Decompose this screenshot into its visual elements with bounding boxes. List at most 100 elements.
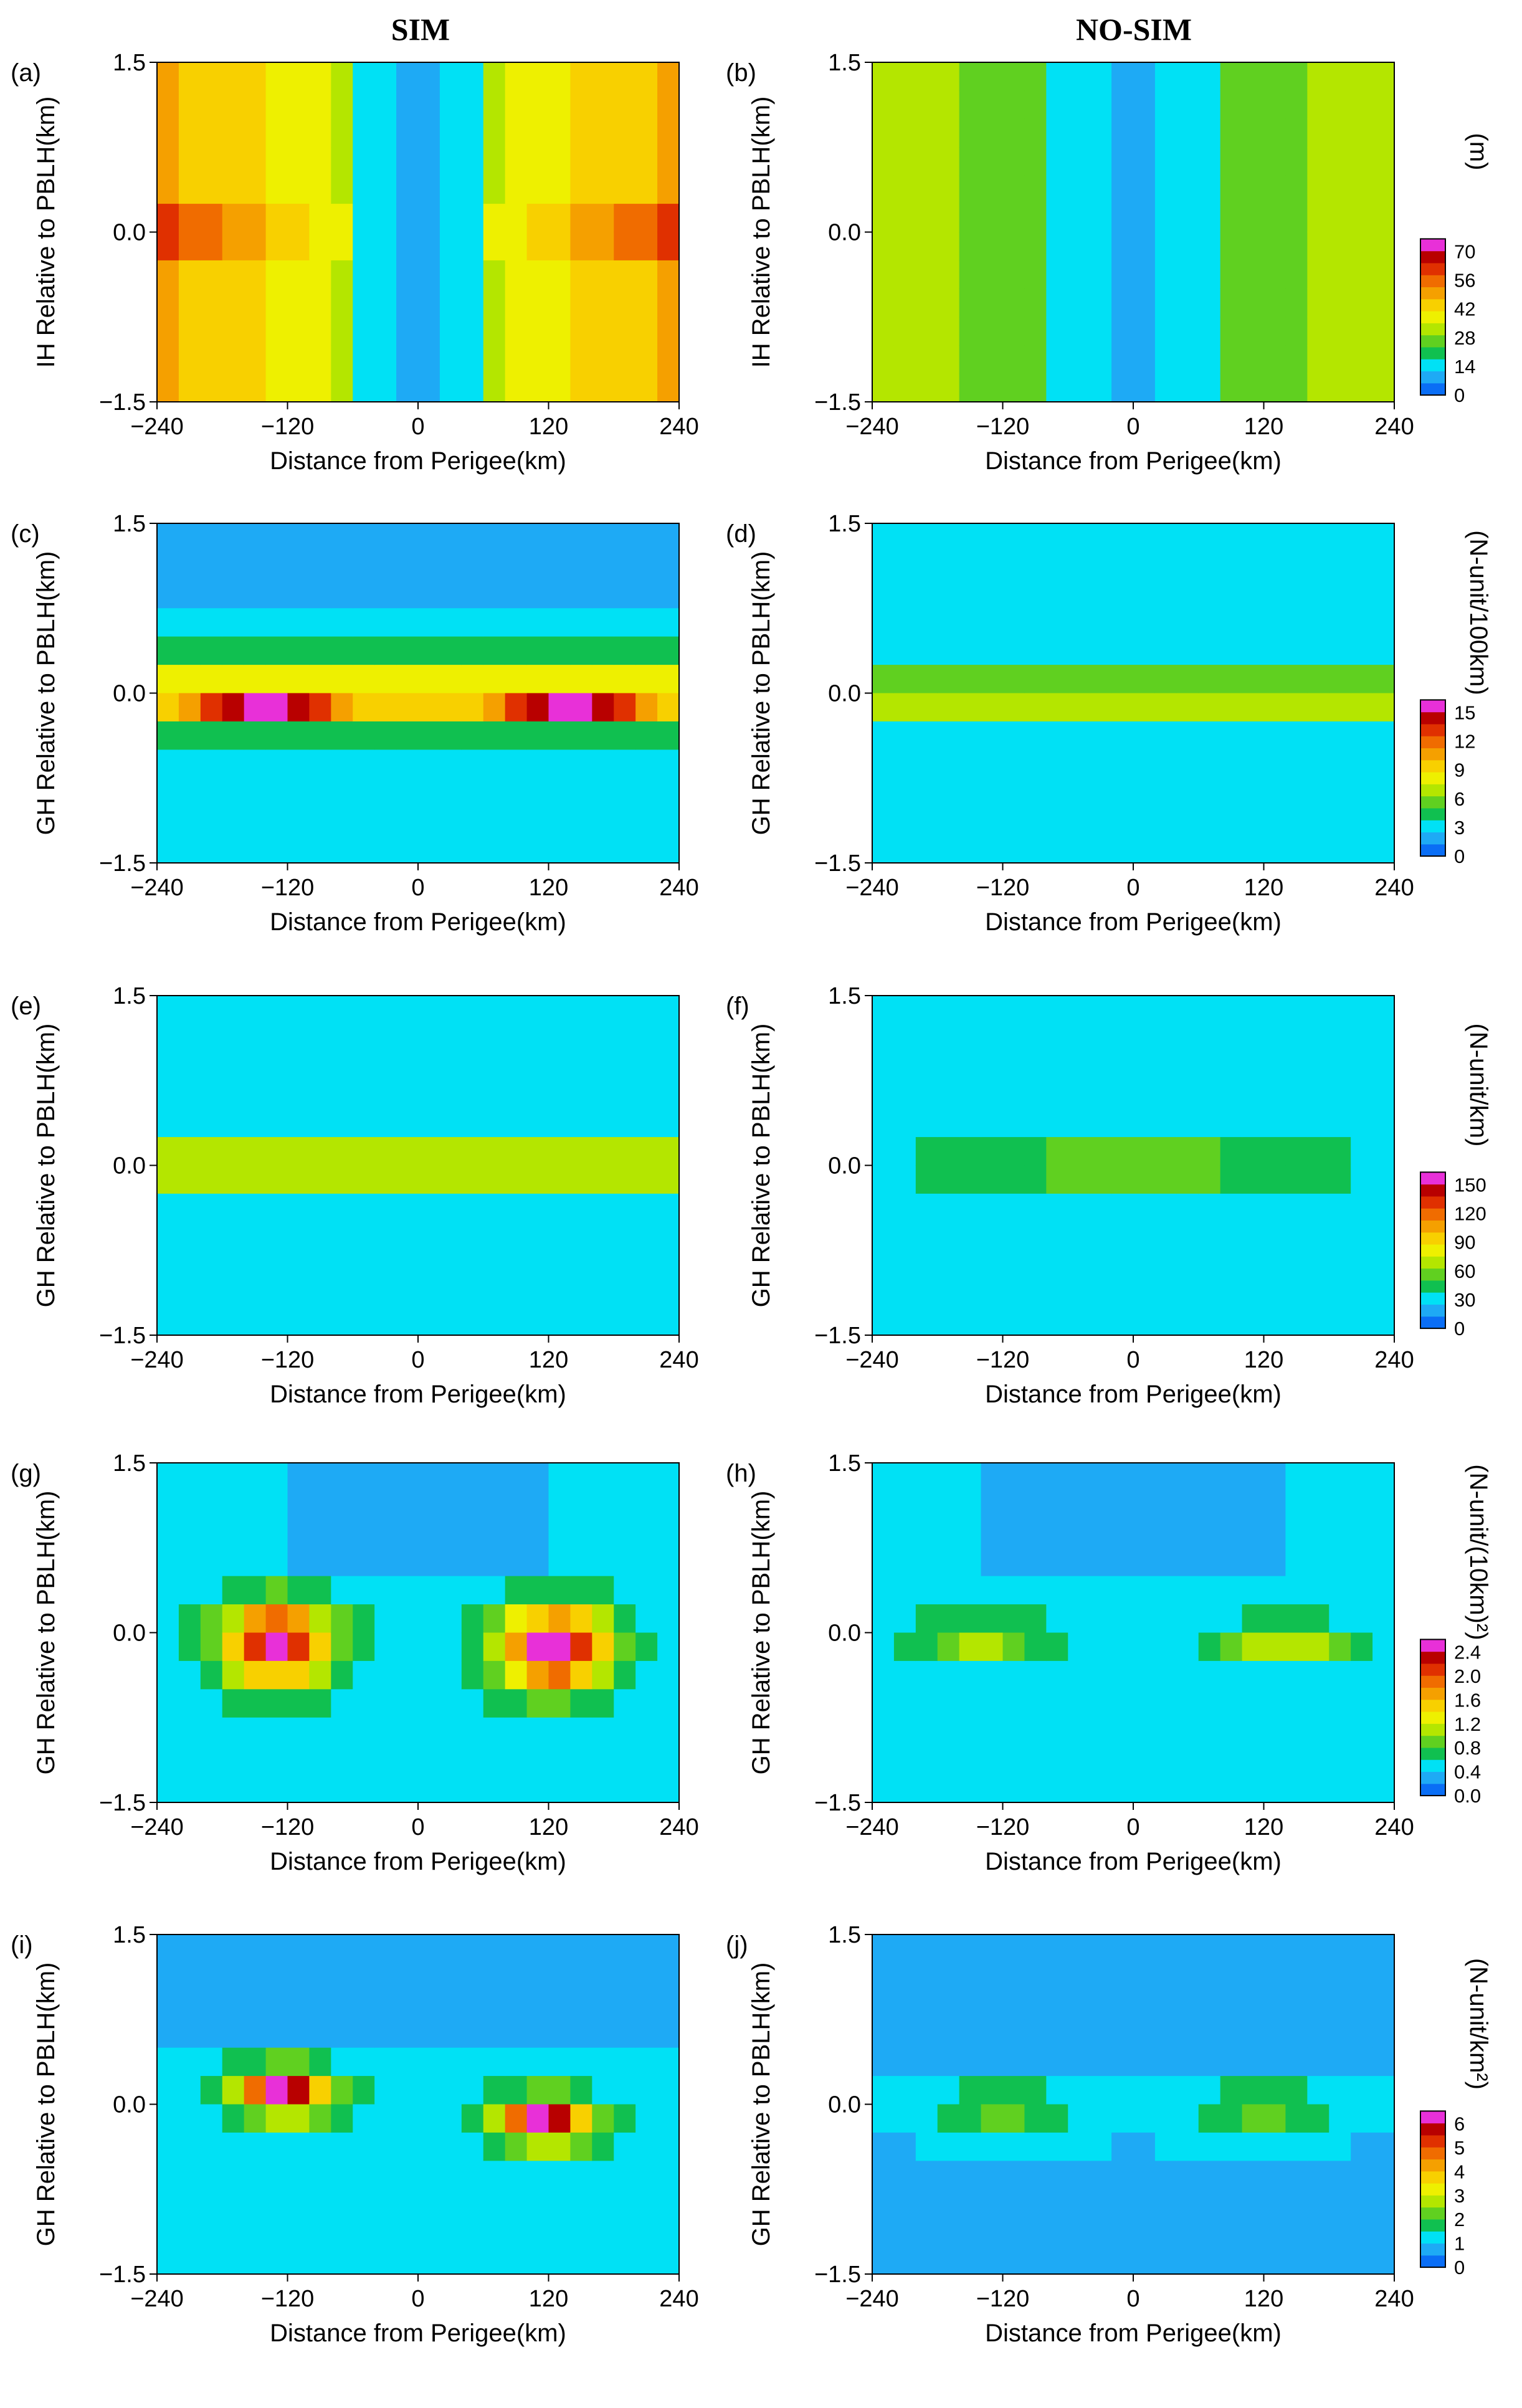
heat-cell [1154,118,1177,148]
heat-cell [1285,1080,1308,1110]
heat-cell [1133,1165,1156,1194]
heat-cell [657,1519,680,1548]
heat-cell [614,1746,636,1775]
x-tick-label: −240 [130,414,184,440]
heat-cell [981,2161,1004,2190]
heat-cell [1002,2047,1025,2077]
heat-cell [1372,2076,1395,2105]
heat-cell [570,1774,592,1803]
heat-cell [1111,1278,1134,1308]
heat-cell [1220,2189,1243,2218]
colorbar-tick-label: 60 [1454,1260,1475,1282]
colorbar-segment [1420,807,1445,821]
heat-cell [1329,834,1351,864]
heat-cell [418,204,440,233]
heat-cell [657,806,680,835]
heat-cell [981,721,1004,750]
heat-cell [1046,1278,1068,1308]
heat-cell [287,1165,310,1194]
y-axis-label: IH Relative to PBLH(km) [748,97,775,368]
heat-cell [309,1717,331,1746]
heat-cell [200,1746,223,1775]
heat-cell [244,2019,267,2049]
heat-cell [309,1052,331,1081]
heat-cell [178,1165,201,1194]
heat-cell [1242,288,1265,318]
colorbar-segment [1420,1687,1445,1700]
heat-cell [1046,1717,1068,1746]
heat-cell [1220,90,1243,120]
heat-cell [1263,1250,1287,1279]
heat-cell [1154,996,1177,1025]
heat-cell [222,1963,245,1992]
heat-cell [1133,2019,1156,2049]
heat-cell [635,806,658,835]
heat-cell [959,2217,982,2247]
x-tick-label: 0 [411,414,424,440]
heat-cell [1133,1660,1156,1690]
heat-cell [635,665,658,694]
heat-cell [1090,1165,1112,1194]
heat-cell [1090,288,1112,318]
heat-cell [526,1137,549,1166]
heat-cell [1111,2161,1134,2190]
heat-cell [1372,2189,1395,2218]
heat-cell [1024,373,1047,402]
heat-cell [657,2076,680,2105]
heat-cell [483,1193,506,1222]
heat-cell [1329,721,1351,750]
heat-cell [526,2189,549,2218]
heat-cell [1024,1108,1047,1138]
heat-cell [483,1165,506,1194]
heat-cell [548,204,571,233]
heat-cell [396,1491,419,1520]
heat-cell [614,260,636,289]
y-tick-label: −1.5 [814,850,861,877]
heat-cell [1111,232,1134,261]
colorbar-segment [1420,1759,1445,1773]
heat-cell [1133,750,1156,779]
heat-cell [200,2161,223,2190]
heat-cell [265,693,288,722]
heat-cell [1133,693,1156,722]
heat-cell [222,2076,245,2105]
heat-cell [396,90,419,120]
heat-cell [396,232,419,261]
heat-cell [1154,1991,1177,2020]
heat-cell [396,778,419,807]
heat-cell [959,2132,982,2161]
heat-cell [1198,2217,1221,2247]
heat-cell [396,260,419,289]
heat-cell [1263,721,1287,750]
heat-cell [1068,316,1090,346]
heat-cell [1046,204,1068,233]
heat-cell [309,2217,331,2247]
heat-cell [1024,2161,1047,2190]
x-tick-label: −120 [976,2286,1030,2312]
heat-cell [461,523,484,553]
heat-cell [592,996,614,1025]
heat-cell [200,721,223,750]
heat-cell [592,1165,614,1194]
heat-cell [872,551,895,581]
colorbar-segment [1420,1184,1445,1197]
heat-cell [570,1746,592,1775]
heat-cell [157,62,179,92]
heat-cell [657,118,680,148]
colorbar-segment [1420,784,1445,797]
heat-cell [287,1934,310,1964]
heat-cell [309,1604,331,1634]
heat-cell [374,118,397,148]
colorbar-label: (N-unit/km) [1465,1024,1492,1147]
heat-cell [287,2047,310,2077]
heat-cell [309,1660,331,1690]
heat-cell [915,1222,938,1251]
heat-cell [461,2019,484,2049]
heat-cell [1002,579,1025,609]
heat-cell [1090,1024,1112,1053]
colorbar-segment [1420,2123,1445,2136]
heat-cell [657,260,680,289]
heat-cell [1133,523,1156,553]
heat-cell [1002,996,1025,1025]
heat-cell [981,204,1004,233]
